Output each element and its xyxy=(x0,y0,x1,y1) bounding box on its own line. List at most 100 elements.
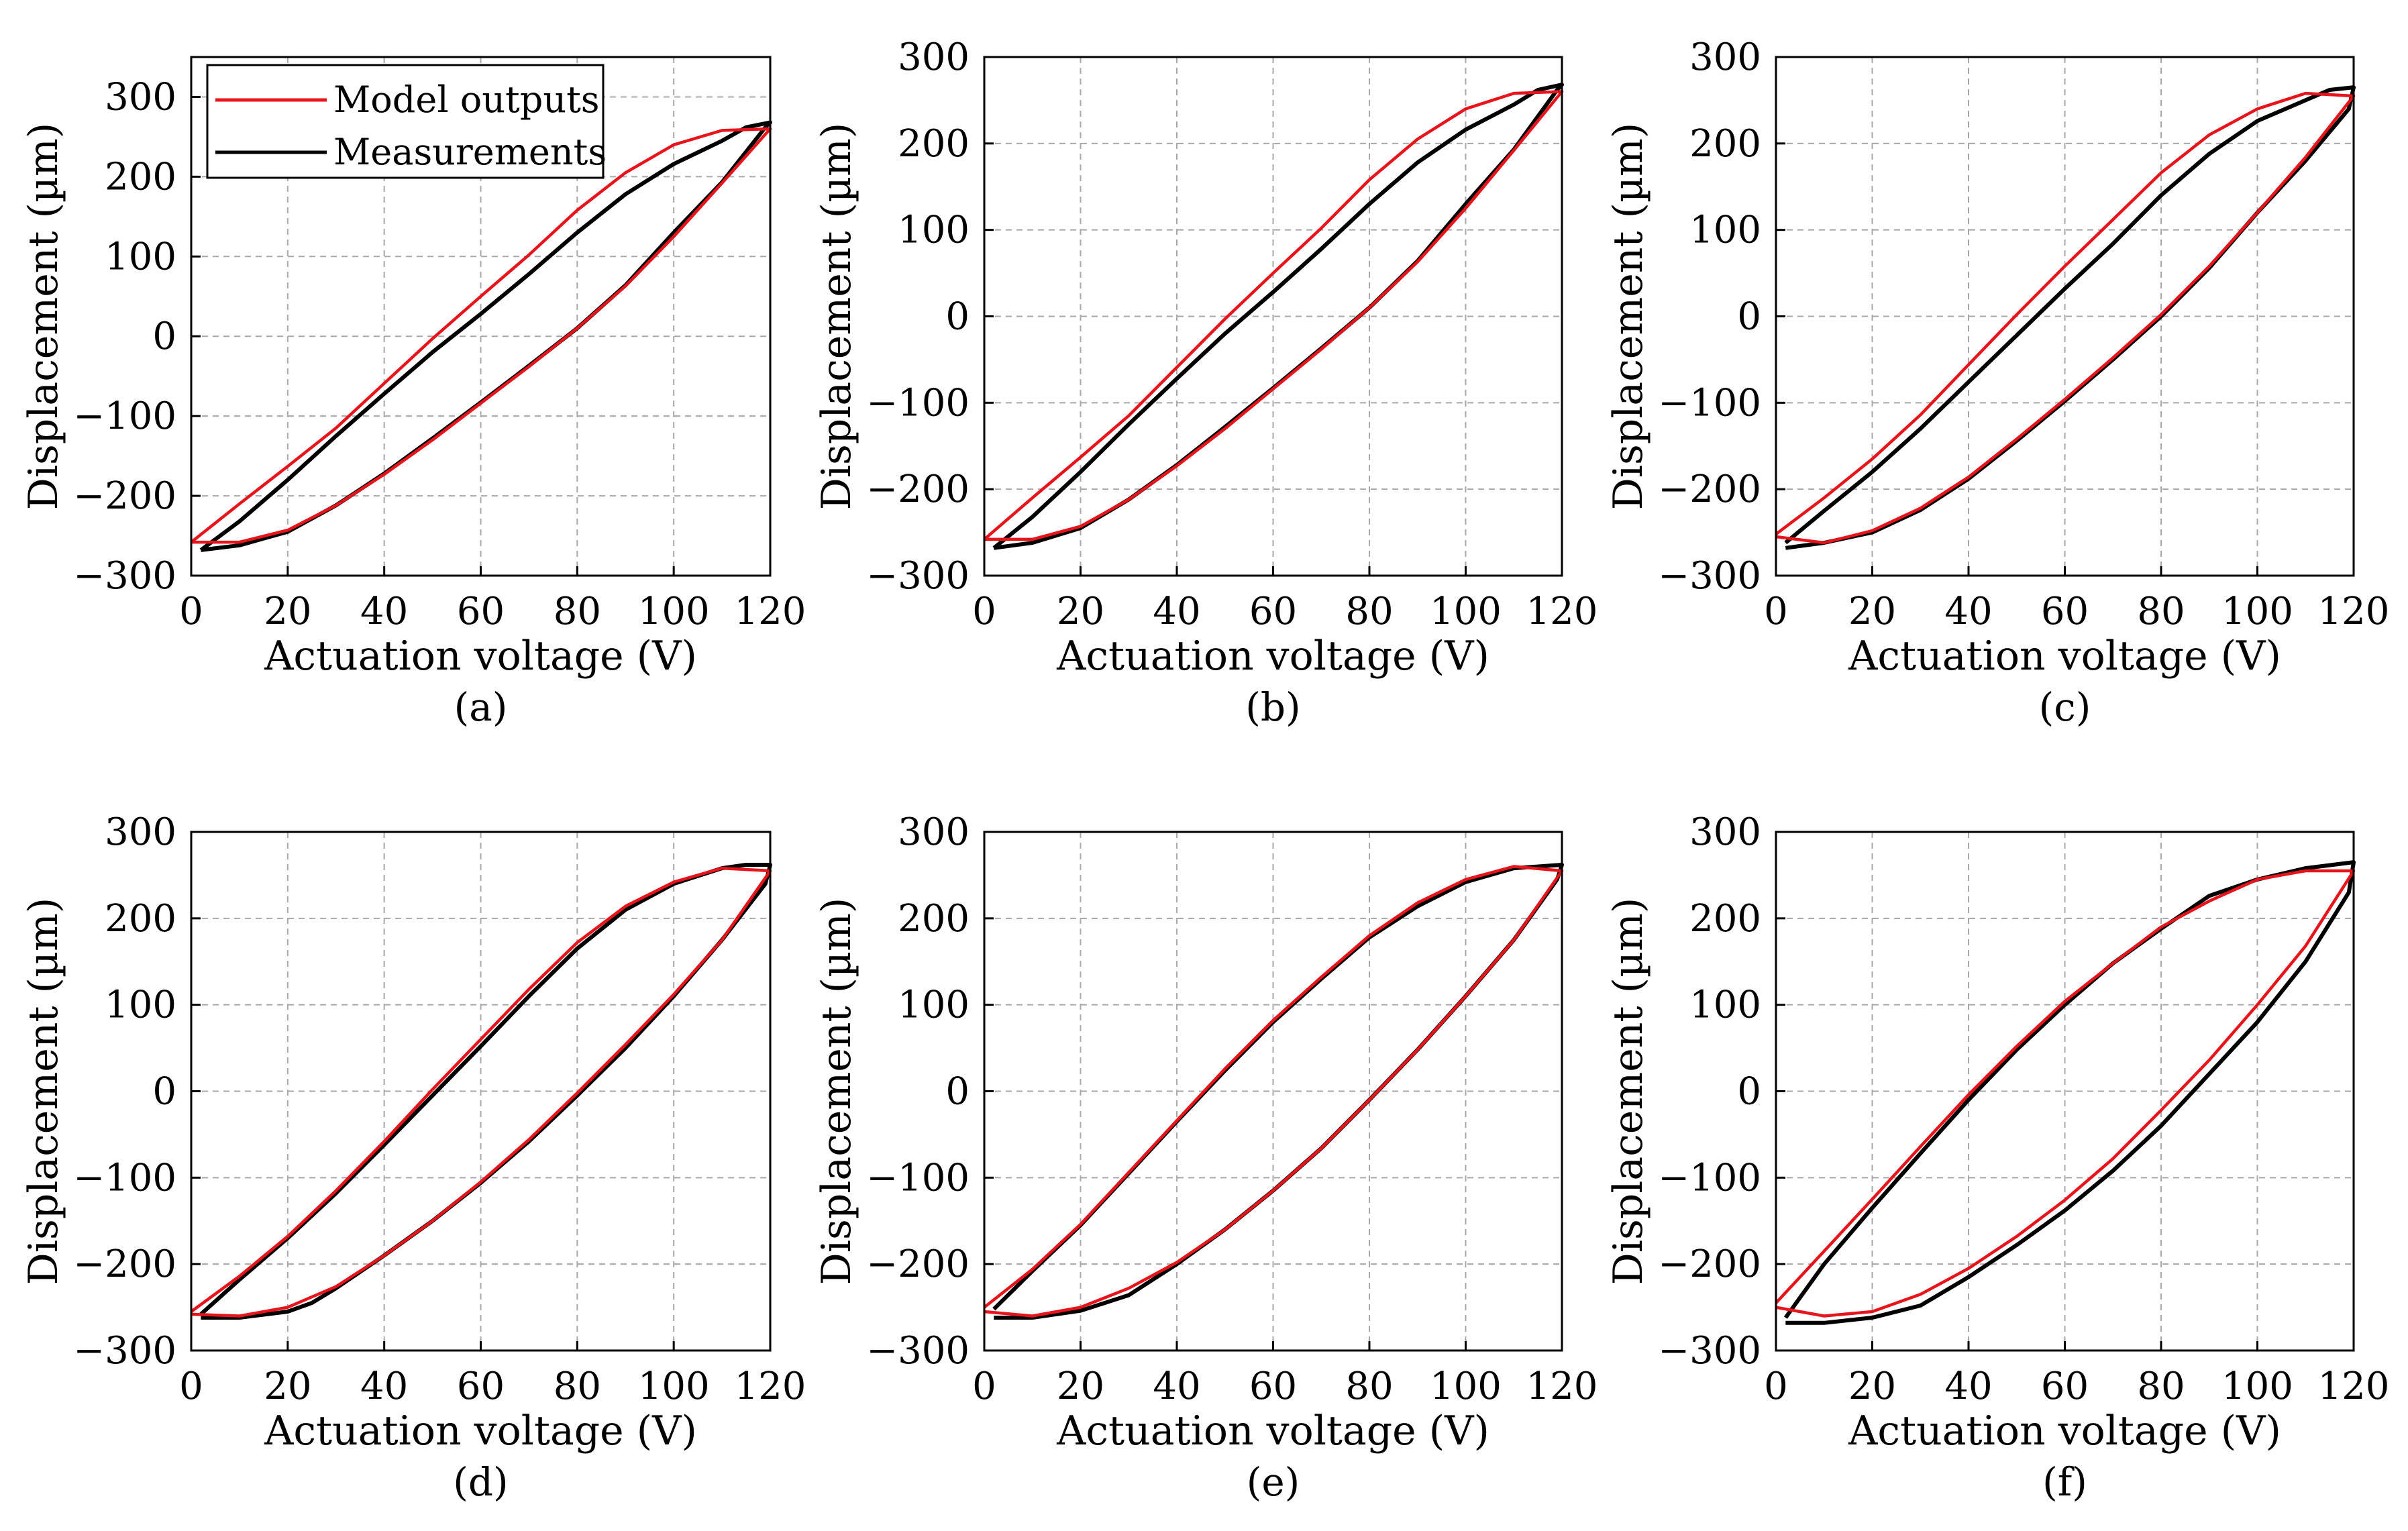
y-tick-label: 0 xyxy=(152,315,176,358)
y-tick-label: −100 xyxy=(1658,1156,1761,1200)
y-tick-label: −100 xyxy=(73,394,176,438)
x-tick-label: 20 xyxy=(1848,590,1896,633)
x-tick-label: 60 xyxy=(1249,1365,1297,1408)
x-tick-label: 80 xyxy=(2137,1365,2185,1408)
x-tick-label: 60 xyxy=(2041,1365,2089,1408)
y-tick-label: −200 xyxy=(1658,1243,1761,1286)
x-tick-label: 120 xyxy=(735,1365,806,1408)
x-tick-label: 0 xyxy=(972,590,996,633)
y-tick-label: 100 xyxy=(898,984,970,1027)
x-tick-label: 100 xyxy=(638,1365,710,1408)
y-tick-label: −200 xyxy=(866,1243,970,1286)
y-axis-label: Displacement (µm) xyxy=(1605,898,1652,1285)
y-tick-label: 300 xyxy=(1689,810,1761,854)
y-tick-label: 0 xyxy=(945,295,970,339)
y-tick-label: −300 xyxy=(1658,1329,1761,1373)
x-tick-label: 80 xyxy=(1345,1365,1393,1408)
y-tick-label: −300 xyxy=(866,1329,970,1373)
chart-panel: 0 20 40 60 80 100 120 −300 −200 −100 0 100 200 300 Act… xyxy=(1605,810,2389,1505)
y-tick-label: 200 xyxy=(1689,122,1761,166)
y-tick-label: 100 xyxy=(105,235,176,278)
x-tick-label: 0 xyxy=(972,1365,996,1408)
chart-panel: 0 20 40 60 80 100 120 −300 −200 −100 0 100 200 300 Act… xyxy=(813,810,1598,1505)
panel-label: (e) xyxy=(1247,1459,1300,1505)
y-tick-label: 300 xyxy=(105,75,176,119)
panel-label: (f) xyxy=(2042,1459,2087,1505)
x-axis-label: Actuation voltage (V) xyxy=(264,1408,697,1455)
y-tick-label: 200 xyxy=(105,155,176,199)
x-axis-label: Actuation voltage (V) xyxy=(1848,633,2281,680)
x-tick-label: 0 xyxy=(179,1365,203,1408)
y-tick-label: −100 xyxy=(1658,381,1761,425)
x-axis-label: Actuation voltage (V) xyxy=(264,633,697,680)
y-tick-label: 100 xyxy=(105,984,176,1027)
y-axis-label: Displacement (µm) xyxy=(20,898,67,1285)
panel-label: (c) xyxy=(2039,684,2091,730)
x-tick-label: 120 xyxy=(735,590,806,633)
x-tick-label: 20 xyxy=(1057,590,1104,633)
x-tick-label: 40 xyxy=(1153,590,1200,633)
x-tick-label: 20 xyxy=(1848,1365,1896,1408)
y-tick-label: −300 xyxy=(866,554,970,598)
y-tick-label: −300 xyxy=(1658,554,1761,598)
y-tick-label: −100 xyxy=(866,381,970,425)
chart-panel: 0 20 40 60 80 100 120 −300 −200 −100 0 100 200 300 Act… xyxy=(1605,36,2389,730)
x-tick-label: 40 xyxy=(360,590,408,633)
chart-panel: 0 20 40 60 80 100 120 −300 −200 −100 0 100 200 300 Act… xyxy=(20,810,806,1505)
y-tick-label: 100 xyxy=(1689,984,1761,1027)
x-tick-label: 60 xyxy=(457,590,505,633)
y-tick-label: 200 xyxy=(1689,897,1761,941)
x-tick-label: 100 xyxy=(1430,590,1502,633)
x-tick-label: 100 xyxy=(2221,1365,2293,1408)
y-tick-label: 0 xyxy=(152,1070,176,1114)
legend-measurements-label: Measurements xyxy=(333,131,607,173)
y-tick-label: −200 xyxy=(73,1243,176,1286)
x-tick-label: 20 xyxy=(1057,1365,1104,1408)
x-tick-label: 100 xyxy=(1430,1365,1502,1408)
x-tick-label: 20 xyxy=(264,590,311,633)
y-tick-label: −200 xyxy=(866,468,970,511)
x-tick-label: 120 xyxy=(1526,590,1598,633)
y-tick-label: 0 xyxy=(1737,295,1761,339)
y-axis-label: Displacement (µm) xyxy=(813,123,860,511)
y-tick-label: −100 xyxy=(73,1156,176,1200)
y-tick-label: −200 xyxy=(73,474,176,518)
x-axis-label: Actuation voltage (V) xyxy=(1056,1408,1489,1455)
x-tick-label: 0 xyxy=(179,590,203,633)
x-tick-label: 100 xyxy=(2221,590,2293,633)
x-tick-label: 80 xyxy=(2137,590,2185,633)
y-tick-label: −300 xyxy=(73,554,176,598)
y-tick-label: −100 xyxy=(866,1156,970,1200)
y-tick-label: 200 xyxy=(898,122,970,166)
y-tick-label: −200 xyxy=(1658,468,1761,511)
y-axis-label: Displacement (µm) xyxy=(1605,123,1652,511)
x-tick-label: 0 xyxy=(1764,590,1788,633)
panel-label: (b) xyxy=(1245,684,1300,730)
x-tick-label: 100 xyxy=(638,590,710,633)
measurements-curve xyxy=(1783,860,2356,1325)
panel-label: (a) xyxy=(454,684,508,730)
legend-box xyxy=(206,64,605,179)
y-tick-label: 300 xyxy=(898,36,970,79)
legend-model-label: Model outputs xyxy=(333,78,600,121)
y-tick-label: 200 xyxy=(898,897,970,941)
legend: Model outputs Measurements xyxy=(206,64,607,179)
x-tick-label: 40 xyxy=(360,1365,408,1408)
y-axis-label: Displacement (µm) xyxy=(20,123,67,511)
x-tick-label: 40 xyxy=(1944,1365,1992,1408)
x-tick-label: 80 xyxy=(1345,590,1393,633)
y-tick-label: 0 xyxy=(1737,1070,1761,1114)
y-tick-label: 300 xyxy=(1689,36,1761,79)
chart-panel: 0 20 40 60 80 100 120 −300 −200 −100 0 100 200 300 Act… xyxy=(813,36,1598,730)
y-tick-label: 300 xyxy=(898,810,970,854)
x-tick-label: 120 xyxy=(2318,590,2390,633)
measurements-curve xyxy=(1784,85,2356,550)
y-tick-label: 0 xyxy=(945,1070,970,1114)
x-tick-label: 40 xyxy=(1944,590,1992,633)
y-tick-label: 100 xyxy=(898,209,970,252)
chart-panel: 0 20 40 60 80 100 120 −300 −200 −100 0 100 200 300 Act… xyxy=(20,56,806,730)
x-tick-label: 80 xyxy=(554,1365,601,1408)
x-tick-label: 0 xyxy=(1764,1365,1788,1408)
y-tick-label: 300 xyxy=(105,810,176,854)
